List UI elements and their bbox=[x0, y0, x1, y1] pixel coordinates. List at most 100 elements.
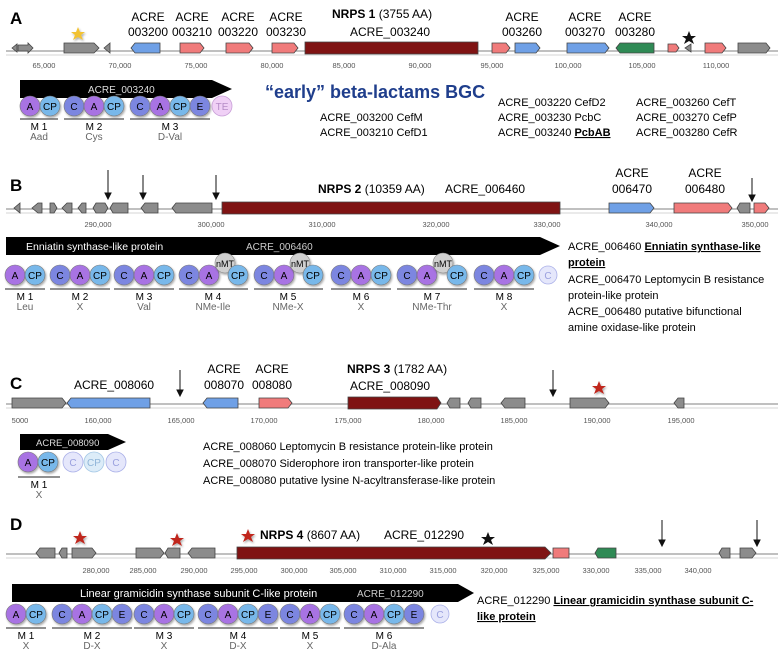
module-sub: Aad bbox=[30, 132, 48, 143]
nrps-title-rest: (10359 AA) bbox=[361, 182, 424, 196]
gene-arrow bbox=[736, 202, 751, 214]
module-name: M 7 bbox=[424, 292, 441, 303]
tick-label: 310,000 bbox=[379, 566, 406, 575]
module-name: M 5 bbox=[302, 631, 319, 642]
domain-label: A bbox=[501, 271, 508, 282]
domain-label: C bbox=[350, 610, 357, 621]
gene-arrow bbox=[31, 202, 43, 214]
domain-label: A bbox=[77, 271, 84, 282]
domain-row: A CP C CP C bbox=[17, 451, 127, 473]
gene-arrow bbox=[446, 397, 461, 409]
domain-label: C bbox=[70, 102, 77, 113]
gene-label: 008070 bbox=[204, 378, 244, 392]
domain-label: CP bbox=[387, 610, 401, 621]
gene-label: 003230 bbox=[266, 25, 306, 39]
nrps-title-rest: (8607 AA) bbox=[303, 528, 360, 542]
gene-arrow bbox=[615, 42, 655, 54]
domain-label: CP bbox=[87, 458, 101, 469]
cp-domain bbox=[37, 451, 59, 473]
domain-label: C bbox=[204, 610, 211, 621]
module-labels: M 1 Aad M 2 Cys M 3 D-Val bbox=[30, 122, 182, 143]
gene-label: ACRE bbox=[568, 10, 601, 24]
gene-arrow bbox=[514, 42, 541, 54]
domain-label: CP bbox=[93, 271, 107, 282]
red-star-icon bbox=[592, 381, 606, 394]
gene-arrow bbox=[171, 202, 213, 214]
tick-label: 90,000 bbox=[409, 61, 432, 70]
gene-arrow bbox=[737, 42, 771, 54]
module-sub: X bbox=[358, 302, 365, 313]
gene-arrow bbox=[71, 547, 97, 559]
protein-bar bbox=[20, 434, 126, 450]
gene-label: 003220 bbox=[218, 25, 258, 39]
protein-bar-id: ACRE_008090 bbox=[36, 438, 99, 449]
domain-label: C bbox=[403, 271, 410, 282]
gene-arrow bbox=[684, 43, 692, 53]
module-name: M 3 bbox=[136, 292, 153, 303]
arrow-markers bbox=[658, 520, 761, 548]
tick-label: 165,000 bbox=[167, 416, 194, 425]
gene-arrow bbox=[566, 42, 610, 54]
tick-label: 160,000 bbox=[84, 416, 111, 425]
tick-label: 285,000 bbox=[129, 566, 156, 575]
gene-arrow bbox=[753, 202, 770, 214]
domain-label: A bbox=[141, 271, 148, 282]
domain-label: A bbox=[13, 610, 20, 621]
module-name: M 8 bbox=[496, 292, 513, 303]
module-labels: M 1X M 2D-X M 3X M 4D-X M 5X M 6D-Ala bbox=[18, 631, 397, 652]
bgc-title: “early” beta-lactams BGC bbox=[265, 82, 485, 102]
c-domain-faded bbox=[105, 451, 127, 473]
gene-track bbox=[11, 41, 771, 55]
domain-label: CP bbox=[95, 610, 109, 621]
cp-domain bbox=[39, 95, 61, 117]
annotation: ACRE_003210 CefD1 bbox=[320, 127, 428, 139]
protein-bar bbox=[12, 584, 474, 602]
annotation: ACRE_003240 PcbAB bbox=[498, 127, 611, 139]
annotation: ACRE_003220 CefD2 bbox=[498, 97, 606, 109]
domain-row: A CP C A CP C A CP C A nMT CP C A nMT CP… bbox=[4, 252, 558, 286]
gene-arrow bbox=[164, 547, 181, 559]
nrps-id: ACRE_012290 bbox=[384, 528, 464, 542]
gene-arrow bbox=[49, 202, 58, 214]
cp-domain bbox=[24, 264, 46, 286]
gene-arrow bbox=[594, 547, 617, 559]
domain-label: C bbox=[337, 271, 344, 282]
nrps-id: ACRE_006460 bbox=[445, 182, 525, 196]
domain-label: C bbox=[140, 610, 147, 621]
arrow-markers bbox=[104, 170, 756, 203]
tick-label: 80,000 bbox=[261, 61, 284, 70]
domain-label: C bbox=[286, 610, 293, 621]
gene-arrow bbox=[739, 547, 757, 559]
nrps-title: NRPS 3 (1782 AA) bbox=[347, 362, 447, 376]
e-domain bbox=[189, 95, 211, 117]
cp-domain bbox=[153, 264, 175, 286]
gene-arrow bbox=[258, 397, 293, 409]
annotation-prefix: ACRE_006460 bbox=[568, 241, 644, 253]
nrps-title: NRPS 4 (8607 AA) bbox=[260, 528, 360, 542]
annotation: ACRE_008080 putative lysine N-acyltransf… bbox=[203, 475, 495, 487]
panel-letter: B bbox=[10, 176, 22, 195]
arrow-head-icon bbox=[139, 192, 147, 201]
c-domain-faded bbox=[538, 265, 558, 285]
domain-label: CP bbox=[173, 102, 187, 113]
nrps-title-bold: NRPS 2 bbox=[318, 182, 362, 196]
module-sub: X bbox=[77, 302, 84, 313]
domain-label: CP bbox=[306, 271, 320, 282]
tick-label: 335,000 bbox=[634, 566, 661, 575]
gene-label: ACRE bbox=[615, 166, 648, 180]
module-name: M 6 bbox=[376, 631, 393, 642]
red-star-icon bbox=[170, 533, 184, 546]
cp-domain-faded bbox=[83, 451, 105, 473]
module-sub: Leu bbox=[17, 302, 34, 313]
cp-domain bbox=[103, 95, 125, 117]
annotation: ACRE_003200 CefM bbox=[320, 112, 423, 124]
domain-label: E bbox=[411, 610, 418, 621]
nrps-id: ACRE_008090 bbox=[350, 379, 430, 393]
module-sub: NMe-X bbox=[272, 302, 303, 313]
domain-row: A CP C A CP E C A CP C A CP E C A CP C A… bbox=[5, 603, 450, 625]
gene-arrow bbox=[718, 547, 731, 559]
axis-ticks: 280,000 285,000 290,000 295,000 300,000 … bbox=[82, 566, 711, 575]
tick-label: 105,000 bbox=[628, 61, 655, 70]
domain-label: A bbox=[424, 271, 431, 282]
annotation: ACRE_006460 Enniatin synthase-like bbox=[568, 241, 761, 253]
